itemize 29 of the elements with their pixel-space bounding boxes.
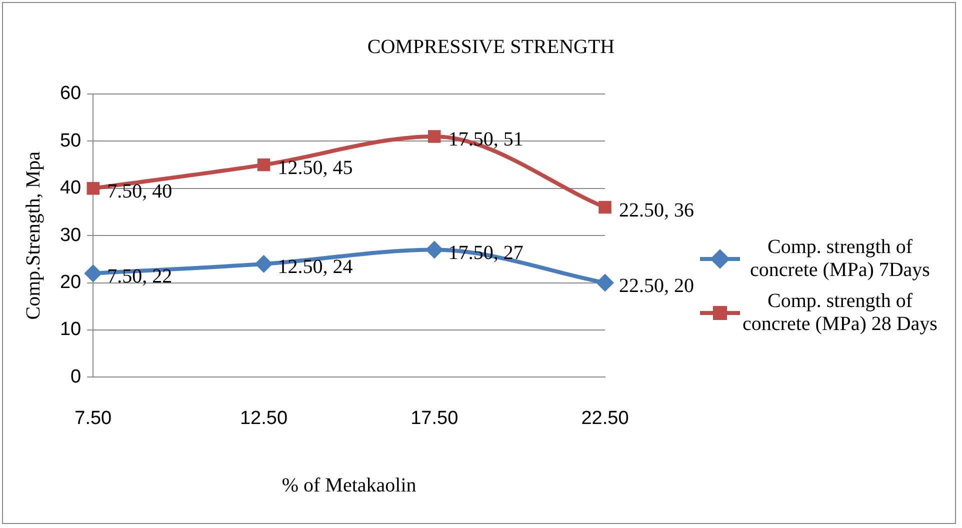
point: [425, 240, 444, 259]
legend-label: Comp. strength of concrete (MPa) 7Days: [749, 236, 931, 282]
data-label: 12.50, 24: [278, 256, 353, 278]
y-tick-label: 40: [60, 178, 82, 199]
x-tick-label: 17.50: [410, 408, 458, 429]
x-tick-label: 7.50: [74, 408, 112, 429]
y-tick-label: 50: [60, 130, 82, 152]
y-tick-label: 20: [60, 272, 82, 294]
point: [598, 200, 612, 214]
point: [84, 264, 102, 282]
point: [257, 158, 270, 172]
data-label: 22.50, 20: [619, 275, 694, 298]
point: [596, 274, 614, 292]
chart-title: COMPRESSIVE STRENGTH: [366, 36, 616, 59]
x-axis-title: % of Metakaolin: [282, 474, 416, 496]
data-label: 7.50, 40: [107, 180, 172, 203]
data-label: 22.50, 36: [619, 200, 694, 222]
legend-label: Comp. strength of concrete (MPa) 28 Days: [742, 290, 938, 336]
data-label: 12.50, 45: [278, 157, 353, 180]
y-tick-label: 0: [70, 366, 82, 388]
point: [86, 182, 100, 195]
y-tick-label: 10: [60, 319, 82, 340]
y-tick-label: 60: [60, 83, 82, 104]
point: [428, 130, 441, 143]
y-axis-title: Comp.Strength, Mpa: [22, 151, 44, 320]
x-tick-label: 22.50: [581, 408, 629, 429]
point: [254, 254, 273, 273]
x-tick-label: 12.50: [240, 408, 288, 429]
y-tick-label: 30: [60, 224, 82, 246]
